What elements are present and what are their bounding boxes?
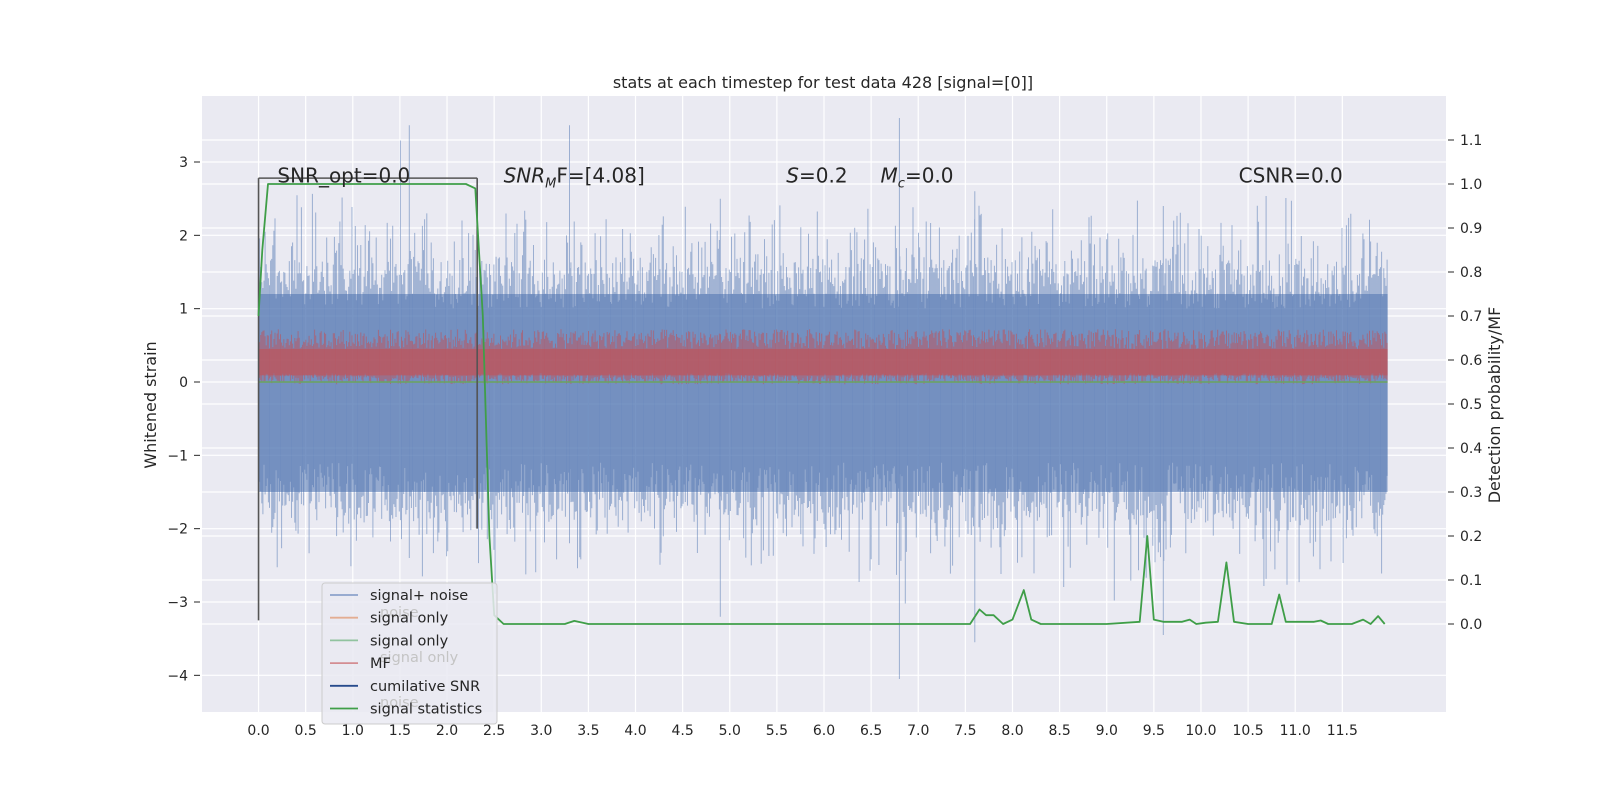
y-tick-label: −1 [167,448,188,464]
signal-noise-series [258,118,1388,679]
y-tick-label: 3 [179,155,188,171]
mf-series [258,329,1388,385]
y-axis-ticks: −4 −3 −2 −1 0 1 2 3 [167,155,200,684]
x-tick-label: 10.5 [1233,723,1264,739]
x-tick-label: 8.5 [1048,723,1070,739]
legend-label: signal+ noise [370,588,468,604]
legend-label: MF [370,656,391,672]
legend-label: signal statistics [370,702,482,718]
x-tick-label: 4.0 [624,723,646,739]
annotation-snr-opt: SNR_opt=0.0 [277,164,410,188]
x-tick-label: 4.5 [672,723,694,739]
y-right-tick-label: 0.1 [1460,573,1482,589]
y-right-tick-label: 1.1 [1460,133,1482,149]
x-tick-label: 0.0 [247,723,269,739]
y-right-tick-label: 0.7 [1460,309,1482,325]
x-tick-label: 0.5 [295,723,317,739]
x-tick-label: 5.5 [766,723,788,739]
annotation-s-value: S=0.2 [786,164,847,188]
y-right-axis-ticks: 0.0 0.1 0.2 0.3 0.4 0.5 0.6 0.7 0.8 0.9 1.0 1.1 [1448,133,1482,633]
y-right-tick-label: 0.4 [1460,441,1482,457]
legend-ghost-text: signal only [380,650,459,666]
legend-label: signal only [370,633,449,649]
x-tick-label: 9.0 [1096,723,1118,739]
annotation-snr-mf: SNRMF=[4.08] [504,164,645,192]
y-tick-label: 0 [179,375,188,391]
annotations: SNR_opt=0.0 SNRMF=[4.08] S=0.2 Mc=0.0 CSNR=0… [277,164,1342,192]
x-axis-ticks: 0.0 0.5 1.0 1.5 2.0 2.5 3.0 3.5 4.0 4.5 5.0 5.5 6.0 6… [247,723,1358,739]
y-right-tick-label: 0.3 [1460,485,1482,501]
x-tick-label: 7.0 [907,723,929,739]
segment-marker [257,177,478,621]
x-tick-label: 6.5 [860,723,882,739]
x-tick-label: 2.5 [483,723,505,739]
y-right-tick-label: 0.6 [1460,353,1482,369]
x-tick-label: 1.5 [389,723,411,739]
signal-statistics-line [257,183,1386,625]
x-tick-label: 1.0 [342,723,364,739]
legend-label: cumilative SNR [370,679,480,695]
y-tick-label: −2 [167,522,188,538]
x-tick-label: 8.0 [1001,723,1023,739]
y-right-axis-label: Detection probability/MF [1485,307,1504,504]
x-tick-label: 11.0 [1280,723,1311,739]
y-right-tick-label: 0.9 [1460,221,1482,237]
x-tick-label: 6.0 [813,723,835,739]
y-right-tick-label: 0.2 [1460,529,1482,545]
chart-title: stats at each timestep for test data 428… [613,73,1033,92]
x-tick-label: 2.0 [436,723,458,739]
x-tick-label: 3.5 [577,723,599,739]
legend-label: signal only [370,611,449,627]
y-tick-label: 2 [179,228,188,244]
y-right-tick-label: 0.8 [1460,265,1482,281]
y-axis-label: Whitened strain [141,341,160,468]
y-right-tick-label: 1.0 [1460,177,1482,193]
legend-box [321,582,498,725]
x-tick-label: 11.5 [1327,723,1358,739]
signal-statistics-series [257,183,1386,625]
y-tick-label: 1 [179,302,188,318]
y-tick-label: −3 [167,595,188,611]
annotation-csnr: CSNR=0.0 [1239,164,1343,188]
x-tick-label: 7.5 [954,723,976,739]
x-tick-label: 3.0 [530,723,552,739]
y-right-tick-label: 0.0 [1460,617,1482,633]
x-tick-label: 10.0 [1185,723,1216,739]
y-right-tick-label: 0.5 [1460,397,1482,413]
annotation-mc-value: Mc=0.0 [881,164,954,192]
x-tick-label: 5.0 [719,723,741,739]
legend-ghost-text: noise [380,695,419,711]
x-tick-label: 9.5 [1143,723,1165,739]
legend-ghost-text: noise [380,605,419,621]
y-tick-label: −4 [167,668,188,684]
